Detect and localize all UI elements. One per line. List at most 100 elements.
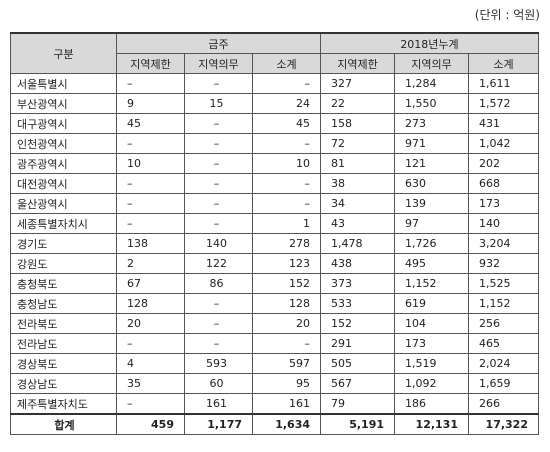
value-cell: 9 [116, 93, 185, 114]
value-cell: – [184, 133, 253, 154]
value-cell: 1,478 [320, 233, 395, 254]
region-name: 전라남도 [10, 333, 117, 354]
value-cell: 567 [320, 373, 395, 394]
header-group-current: 금주 [116, 32, 321, 54]
value-cell: 619 [394, 293, 469, 314]
value-cell: 161 [184, 393, 253, 415]
value-cell: – [252, 133, 321, 154]
value-cell: 202 [468, 153, 539, 174]
table-row: 충청북도 67 86 152 373 1,152 1,525 [10, 273, 539, 294]
value-cell: 266 [468, 393, 539, 415]
header-sub-cell: 지역제한 [320, 53, 395, 74]
value-cell: 97 [394, 213, 469, 234]
table-row: 경기도 138 140 278 1,478 1,726 3,204 [10, 233, 539, 254]
value-cell: 2,024 [468, 353, 539, 374]
region-name: 세종특별자치시 [10, 213, 117, 234]
table-row: 세종특별자치시 – –1 43 97 140 [10, 213, 539, 234]
total-value: 1,634 [252, 413, 321, 435]
table-body: 서울특별시 – – –327 1,284 1,611 부산광역시 9 15 24 22 1,550 1,… [10, 73, 539, 435]
value-cell: 158 [320, 113, 395, 134]
value-cell: 495 [394, 253, 469, 274]
value-cell: 139 [394, 193, 469, 214]
value-cell: 597 [252, 353, 321, 374]
table-row: 부산광역시 9 15 24 22 1,550 1,572 [10, 93, 539, 114]
value-cell: 1,152 [468, 293, 539, 314]
value-cell: 1,550 [394, 93, 469, 114]
value-cell: 10 [116, 153, 185, 174]
total-value: 12,131 [394, 413, 469, 435]
table-row: 울산광역시 – – –34 139 173 [10, 193, 539, 214]
value-cell: 505 [320, 353, 395, 374]
value-cell: 186 [394, 393, 469, 415]
header-sub-cell: 지역의무 [184, 53, 253, 74]
value-cell: 22 [320, 93, 395, 114]
value-cell: – [116, 213, 185, 234]
value-cell: 72 [320, 133, 395, 154]
value-cell: 152 [320, 313, 395, 334]
value-cell: 373 [320, 273, 395, 294]
value-cell: – [184, 293, 253, 314]
value-cell: – [116, 73, 185, 94]
header-group-cumulative: 2018년누계 [320, 32, 539, 54]
region-name: 충청북도 [10, 273, 117, 294]
region-name: 충청남도 [10, 293, 117, 314]
value-cell: 1,042 [468, 133, 539, 154]
table-row: 대전광역시 – – –38 630 668 [10, 173, 539, 194]
value-cell: 1,525 [468, 273, 539, 294]
value-cell: – [116, 173, 185, 194]
value-cell: 431 [468, 113, 539, 134]
header-sub-cell: 소계 [252, 53, 321, 74]
value-cell: 173 [394, 333, 469, 354]
value-cell: 971 [394, 133, 469, 154]
value-cell: 327 [320, 73, 395, 94]
value-cell: 67 [116, 273, 185, 294]
value-cell: – [252, 333, 321, 354]
value-cell: 273 [394, 113, 469, 134]
region-name: 울산광역시 [10, 193, 117, 214]
total-value: 459 [116, 413, 185, 435]
value-cell: 86 [184, 273, 253, 294]
value-cell: 10 [252, 153, 321, 174]
value-cell: 465 [468, 333, 539, 354]
value-cell: 1,659 [468, 373, 539, 394]
value-cell: 123 [252, 253, 321, 274]
value-cell: 45 [116, 113, 185, 134]
table-row: 인천광역시 – – –72 971 1,042 [10, 133, 539, 154]
unit-note: (단위 : 억원) [474, 8, 540, 22]
value-cell: 20 [116, 313, 185, 334]
value-cell: 593 [184, 353, 253, 374]
value-cell: 932 [468, 253, 539, 274]
value-cell: – [184, 173, 253, 194]
region-name: 경기도 [10, 233, 117, 254]
value-cell: 38 [320, 173, 395, 194]
value-cell: 3,204 [468, 233, 539, 254]
value-cell: – [252, 73, 321, 94]
value-cell: – [116, 193, 185, 214]
value-cell: 4 [116, 353, 185, 374]
header-sub-cell: 지역의무 [394, 53, 469, 74]
table-row: 경상북도 4 593 597 505 1,519 2,024 [10, 353, 539, 374]
value-cell: 45 [252, 113, 321, 134]
value-cell: 95 [252, 373, 321, 394]
total-value: 5,191 [320, 413, 395, 435]
region-name: 제주특별자치도 [10, 393, 117, 415]
value-cell: 128 [252, 293, 321, 314]
value-cell: 34 [320, 193, 395, 214]
value-cell: 291 [320, 333, 395, 354]
value-cell: 43 [320, 213, 395, 234]
total-value: 1,177 [184, 413, 253, 435]
value-cell: 20 [252, 313, 321, 334]
value-cell: 1,519 [394, 353, 469, 374]
value-cell: 438 [320, 253, 395, 274]
region-name: 강원도 [10, 253, 117, 274]
total-label: 합계 [10, 413, 117, 435]
value-cell: – [116, 333, 185, 354]
region-name: 전라북도 [10, 313, 117, 334]
value-cell: 128 [116, 293, 185, 314]
value-cell: – [184, 213, 253, 234]
value-cell: 79 [320, 393, 395, 415]
value-cell: 122 [184, 253, 253, 274]
value-cell: 60 [184, 373, 253, 394]
region-name: 인천광역시 [10, 133, 117, 154]
table-row: 광주광역시 10–10 81 121 202 [10, 153, 539, 174]
